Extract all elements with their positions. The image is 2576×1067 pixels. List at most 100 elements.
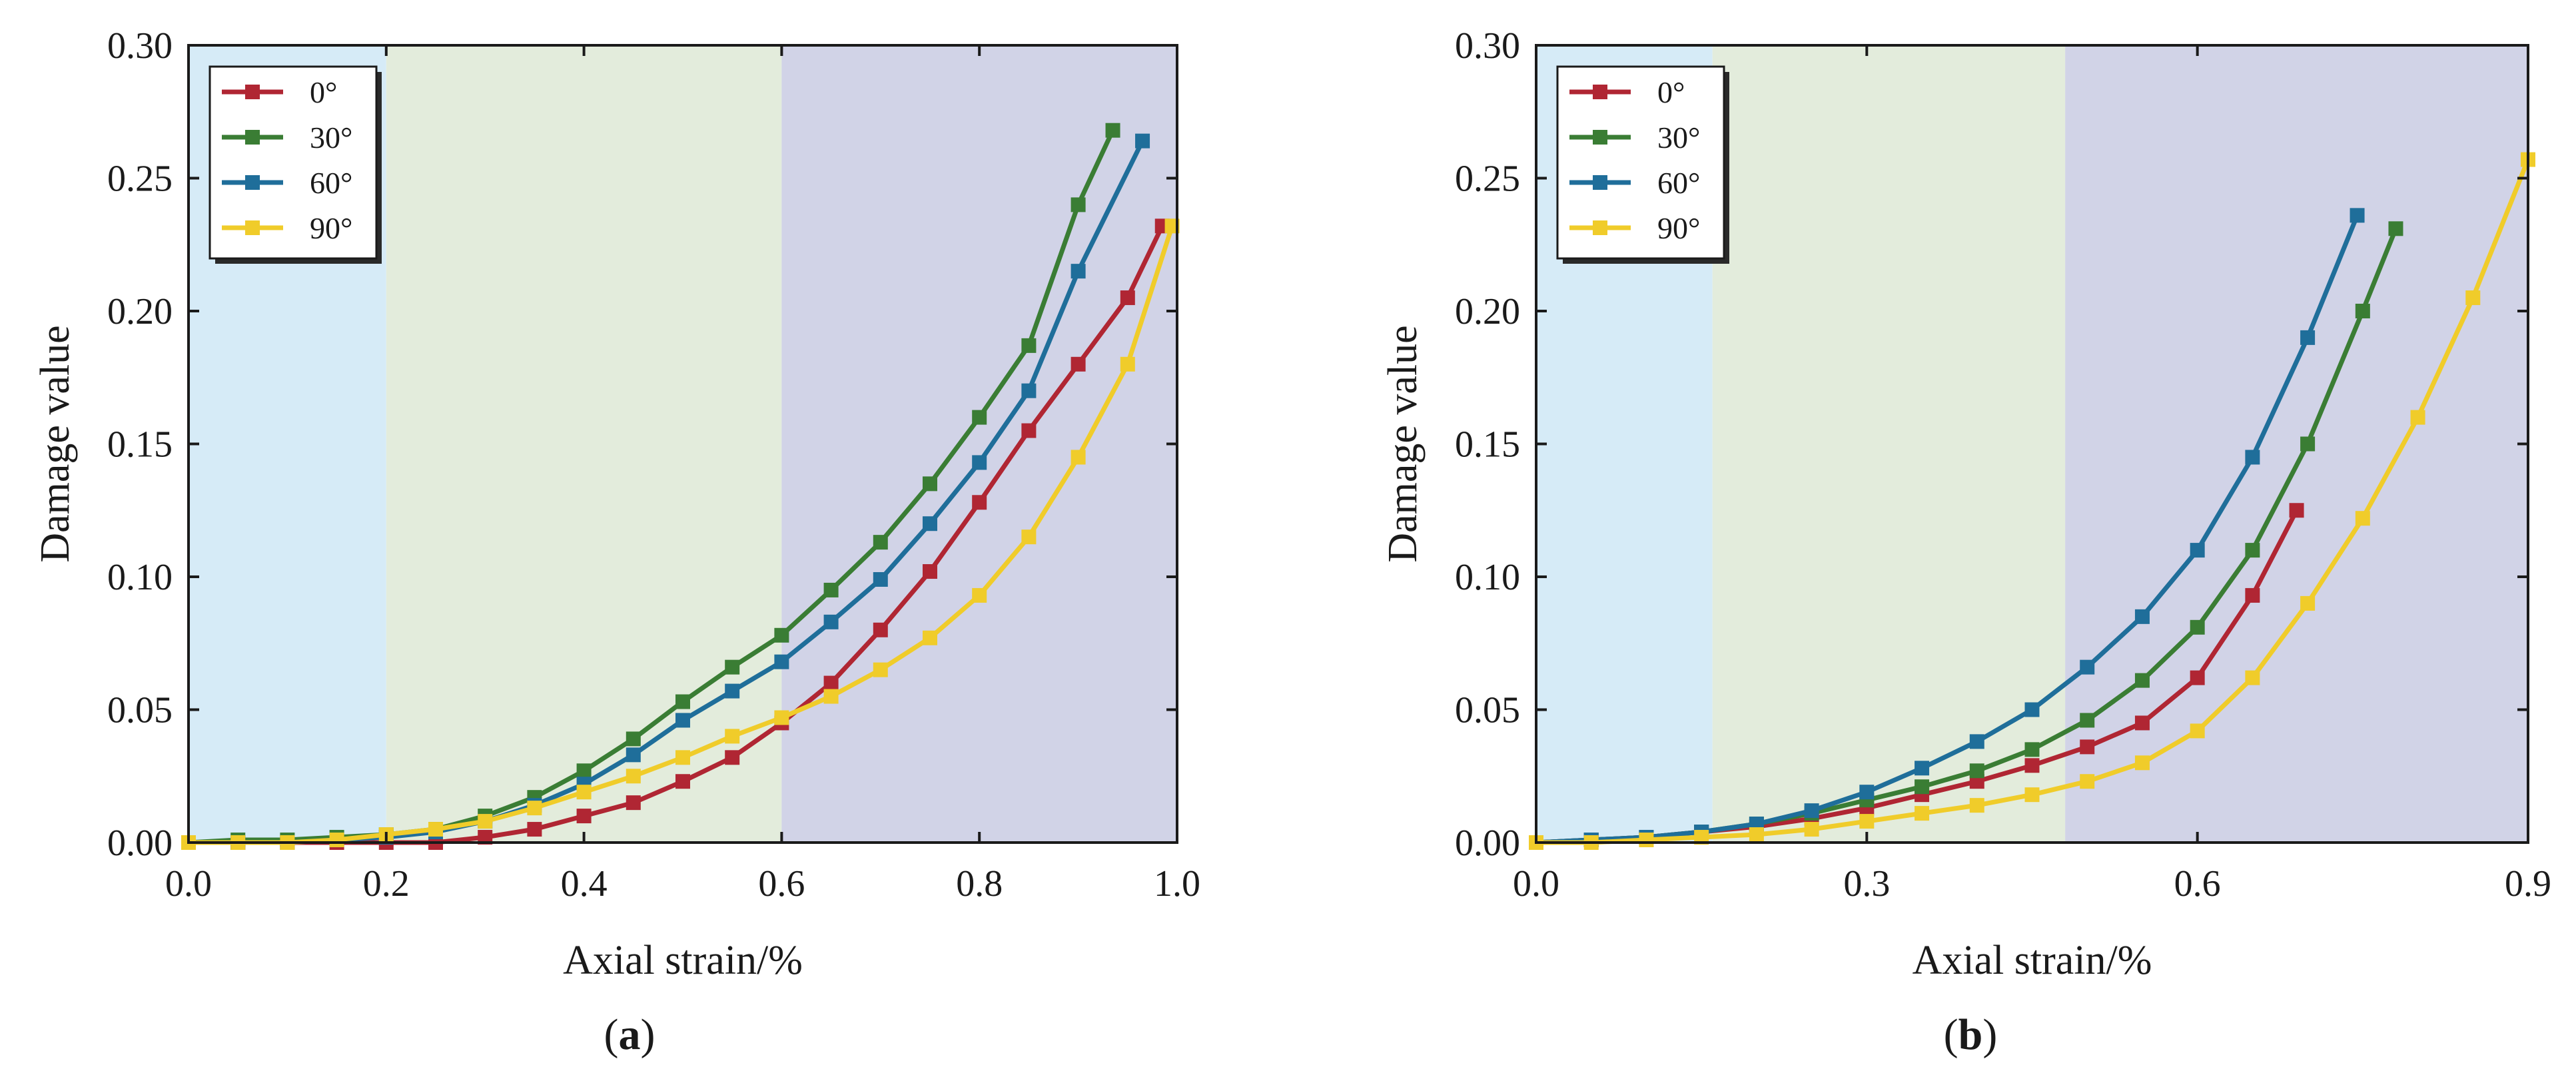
y-tick-label: 0.25	[107, 159, 173, 200]
data-point	[1021, 338, 1037, 353]
x-tick-label: 0.3	[1843, 863, 1890, 904]
data-point	[2190, 670, 2205, 685]
data-point	[527, 822, 542, 837]
data-point	[675, 750, 690, 765]
legend-swatch-marker	[1593, 175, 1607, 190]
data-point	[1915, 779, 1930, 795]
data-point	[527, 801, 542, 816]
data-point	[428, 822, 443, 837]
panel-label-paren: (	[604, 1010, 619, 1059]
y-tick-label: 0.00	[1455, 823, 1520, 864]
y-tick-label: 0.30	[107, 25, 173, 67]
data-point	[823, 614, 839, 629]
data-point	[576, 785, 592, 800]
data-point	[972, 495, 987, 510]
x-tick-label: 1.0	[1154, 863, 1200, 904]
legend-label: 0°	[310, 75, 337, 109]
panel-label-letter: a	[619, 1010, 641, 1059]
legend-swatch-marker	[1593, 130, 1607, 145]
y-tick-label: 0.00	[107, 823, 173, 864]
panel-b: 0.00 0.05 0.10 0.15 0.20 0.25 0.30 0.0 0.3 0.6 0.9…	[1380, 25, 2551, 1059]
legend-swatch-marker	[1593, 85, 1607, 99]
data-point	[1804, 822, 1819, 837]
data-point	[2190, 723, 2205, 739]
legend-label: 60°	[1657, 166, 1700, 200]
legend-label: 60°	[310, 166, 352, 200]
y-tick-label: 0.05	[107, 690, 173, 731]
panel-a: 0.00 0.05 0.10 0.15 0.20 0.25 0.30 0.0 0.2 0.4 0.6…	[33, 25, 1200, 1059]
data-point	[576, 763, 592, 779]
data-point	[1021, 383, 1037, 398]
data-point	[2080, 739, 2095, 755]
data-point	[725, 683, 740, 699]
data-point	[774, 627, 789, 643]
data-point	[2134, 755, 2150, 771]
x-tick-label: 0.8	[956, 863, 1003, 904]
data-point	[626, 769, 641, 784]
x-tick-label: 0.6	[2174, 863, 2221, 904]
y-tick-label: 0.25	[1455, 159, 1520, 200]
x-tick-label: 0.6	[758, 863, 805, 904]
data-point	[2245, 587, 2260, 603]
series-3	[1529, 152, 2535, 850]
data-point	[923, 476, 937, 492]
data-point	[2024, 758, 2040, 773]
data-point	[1135, 133, 1150, 149]
data-point	[675, 713, 690, 728]
data-point	[576, 809, 592, 824]
x-tick-label: 0.0	[165, 863, 212, 904]
data-point	[2245, 670, 2260, 685]
data-point	[923, 630, 937, 645]
stage-zone-3	[2065, 45, 2528, 843]
y-tick-label: 0.20	[1455, 291, 1520, 332]
data-point	[2024, 702, 2040, 717]
legend-label: 90°	[310, 211, 352, 245]
legend-swatch-marker	[245, 220, 260, 235]
data-point	[478, 814, 493, 829]
data-point	[2410, 410, 2425, 425]
data-point	[923, 516, 937, 532]
data-point	[1071, 197, 1086, 212]
x-tick-label: 0.2	[363, 863, 410, 904]
data-point	[873, 571, 888, 587]
data-point	[823, 582, 839, 597]
data-point	[1969, 763, 1984, 779]
data-point	[1859, 785, 1875, 800]
legend: 0° 30° 60° 90°	[1556, 65, 1729, 264]
data-point	[2190, 543, 2205, 558]
data-point	[972, 410, 987, 425]
data-point	[626, 747, 641, 763]
data-point	[972, 587, 987, 603]
y-tick-label: 0.10	[1455, 557, 1520, 598]
data-point	[2024, 742, 2040, 757]
y-tick-label: 0.20	[107, 291, 173, 332]
data-point	[2190, 619, 2205, 635]
data-point	[2080, 713, 2095, 728]
x-tick-label: 0.4	[561, 863, 608, 904]
data-point	[2465, 290, 2481, 306]
data-point	[823, 689, 839, 704]
legend-swatch-marker	[1593, 220, 1607, 235]
data-point	[774, 710, 789, 725]
data-point	[923, 564, 937, 579]
legend-swatch-marker	[245, 175, 260, 190]
data-point	[2355, 304, 2370, 318]
data-point	[1859, 814, 1875, 829]
y-tick-label: 0.15	[1455, 424, 1520, 466]
data-point	[2350, 208, 2365, 223]
data-point	[478, 830, 493, 845]
data-point	[2245, 543, 2260, 558]
data-point	[1021, 530, 1037, 545]
panel-label-paren: )	[641, 1010, 655, 1059]
data-point	[1969, 734, 1984, 749]
data-point	[1694, 830, 1709, 845]
data-point	[1915, 761, 1930, 776]
legend-swatch-marker	[245, 85, 260, 99]
data-point	[725, 659, 740, 675]
y-tick-label: 0.10	[107, 557, 173, 598]
panel-label: (b)	[1944, 1010, 1998, 1059]
stage-zone-3	[781, 45, 1177, 843]
data-point	[972, 455, 987, 470]
data-point	[329, 833, 344, 848]
y-axis-title: Damage value	[1380, 325, 1426, 562]
